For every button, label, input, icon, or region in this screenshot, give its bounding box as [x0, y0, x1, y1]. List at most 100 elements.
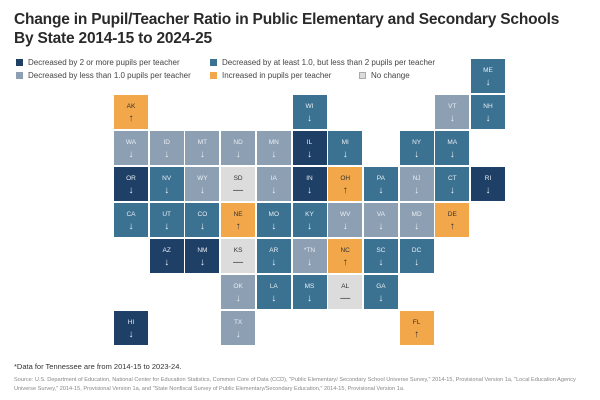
state-tile-nh: NH ↓	[471, 95, 505, 129]
state-abbr: UT	[162, 211, 172, 218]
state-abbr: *TN	[303, 247, 316, 254]
state-abbr: WA	[125, 139, 137, 146]
state-abbr: SD	[233, 175, 243, 182]
state-abbr: ME	[483, 67, 493, 74]
dash-icon: —	[233, 185, 244, 196]
state-abbr: KS	[233, 247, 243, 254]
state-abbr: NJ	[412, 175, 421, 182]
state-tile-nj: NJ ↓	[399, 167, 434, 201]
state-tile-nm: NM ↓	[185, 239, 220, 273]
arrow-up-icon: ↑	[235, 221, 241, 232]
footnote: *Data for Tennessee are from 2014-15 to …	[14, 362, 182, 371]
arrow-down-icon: ↓	[199, 221, 205, 232]
arrow-down-icon: ↓	[485, 185, 491, 196]
state-tile-ri: RI ↓	[471, 167, 505, 201]
arrow-down-icon: ↓	[485, 113, 491, 124]
state-abbr: ND	[233, 139, 243, 146]
state-tile-ok: OK ↓	[221, 275, 256, 309]
state-tile-ks: KS —	[221, 239, 256, 273]
state-tile-md: MD ↓	[399, 203, 434, 237]
state-tile-ny: NY ↓	[399, 131, 434, 165]
state-tile-ia: IA ↓	[256, 167, 291, 201]
arrow-down-icon: ↓	[342, 149, 348, 160]
state-tile-ak: AK ↑	[114, 95, 148, 129]
state-tile-ca: CA ↓	[114, 203, 148, 237]
state-tile-ar: AR ↓	[256, 239, 291, 273]
arrow-down-icon: ↓	[271, 221, 277, 232]
arrow-down-icon: ↓	[199, 149, 205, 160]
state-abbr: IN	[306, 175, 313, 182]
state-tile-va: VA ↓	[363, 203, 398, 237]
state-tile-la: LA ↓	[256, 275, 291, 309]
state-tile-il: IL ↓	[292, 131, 327, 165]
arrow-down-icon: ↓	[164, 149, 170, 160]
state-abbr: ID	[163, 139, 170, 146]
arrow-down-icon: ↓	[449, 149, 455, 160]
state-abbr: MO	[268, 211, 280, 218]
arrow-down-icon: ↓	[378, 221, 384, 232]
state-abbr: RI	[484, 175, 492, 182]
legend-label: No change	[371, 71, 410, 80]
state-tile-ne: NE ↑	[221, 203, 256, 237]
arrow-down-icon: ↓	[199, 257, 205, 268]
legend-swatch	[210, 72, 217, 79]
arrow-up-icon: ↑	[342, 185, 348, 196]
state-abbr: WI	[305, 103, 314, 110]
state-tile-nd: ND ↓	[221, 131, 256, 165]
legend-swatch	[210, 59, 217, 66]
state-abbr: NH	[483, 103, 493, 110]
arrow-down-icon: ↓	[449, 113, 455, 124]
state-abbr: AK	[126, 103, 136, 110]
arrow-down-icon: ↓	[128, 149, 134, 160]
state-abbr: IA	[270, 175, 277, 182]
state-tile-wa: WA ↓	[114, 131, 148, 165]
state-abbr: DC	[411, 247, 422, 254]
arrow-down-icon: ↓	[449, 185, 455, 196]
state-tile-mi: MI ↓	[328, 131, 363, 165]
arrow-down-icon: ↓	[378, 257, 384, 268]
state-tile-ms: MS ↓	[292, 275, 327, 309]
state-tile-sd: SD —	[221, 167, 256, 201]
state-tile-al: AL —	[328, 275, 363, 309]
state-abbr: MT	[197, 139, 208, 146]
arrow-up-icon: ↑	[342, 257, 348, 268]
state-abbr: CT	[447, 175, 457, 182]
legend-label: Decreased by 2 or more pupils per teache…	[28, 58, 180, 67]
state-abbr: KY	[305, 211, 314, 218]
arrow-down-icon: ↓	[235, 293, 241, 304]
arrow-up-icon: ↑	[414, 329, 420, 340]
state-tile-in: IN ↓	[292, 167, 327, 201]
state-tile-nv: NV ↓	[149, 167, 184, 201]
state-abbr: FL	[412, 319, 421, 326]
legend-item-no-change: No change	[359, 71, 410, 80]
state-tile-or: OR ↓	[114, 167, 148, 201]
legend-label: Decreased by at least 1.0, but less than…	[222, 58, 436, 67]
arrow-down-icon: ↓	[378, 185, 384, 196]
arrow-down-icon: ↓	[485, 77, 491, 88]
legend-label: Increased in pupils per teacher	[222, 71, 332, 80]
state-tile-ma: MA ↓	[435, 131, 470, 165]
state-tile-hi: HI ↓	[114, 311, 148, 345]
dash-icon: —	[233, 257, 244, 268]
title-line-2: By State 2014-15 to 2024-25	[14, 30, 212, 47]
state-abbr: NC	[340, 247, 350, 254]
state-tile-ga: GA ↓	[363, 275, 398, 309]
state-abbr: OH	[340, 175, 351, 182]
state-tile-sc: SC ↓	[363, 239, 398, 273]
state-tile-vt: VT ↓	[435, 95, 470, 129]
state-abbr: CO	[197, 211, 208, 218]
state-abbr: AL	[341, 283, 350, 290]
arrow-down-icon: ↓	[307, 185, 312, 196]
arrow-down-icon: ↓	[414, 149, 420, 160]
arrow-down-icon: ↓	[414, 257, 420, 268]
state-tile-ct: CT ↓	[435, 167, 470, 201]
state-abbr: NY	[412, 139, 422, 146]
state-tile-az: AZ ↓	[149, 239, 184, 273]
state-abbr: SC	[376, 247, 386, 254]
arrow-down-icon: ↓	[307, 221, 312, 232]
state-abbr: NV	[162, 175, 172, 182]
state-tile-tx: TX ↓	[221, 311, 256, 345]
legend-swatch	[16, 72, 23, 79]
arrow-down-icon: ↓	[271, 149, 277, 160]
state-abbr: LA	[269, 283, 278, 290]
